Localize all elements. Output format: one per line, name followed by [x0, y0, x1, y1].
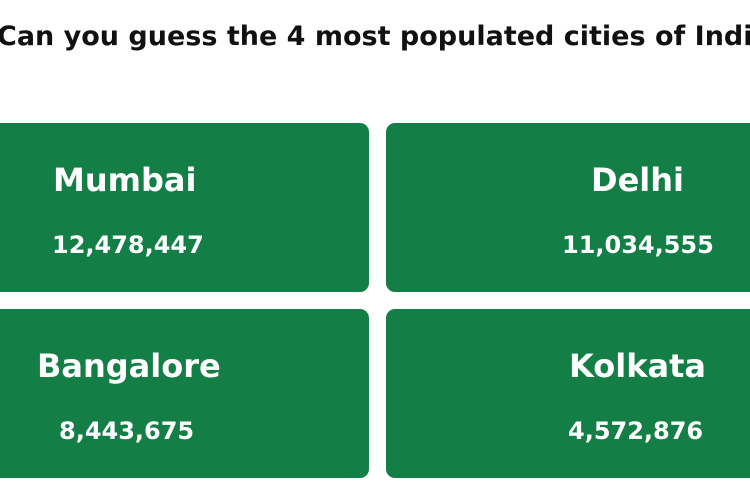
city-name: Delhi — [591, 161, 684, 199]
city-name: Bangalore — [37, 347, 221, 385]
city-card-delhi[interactable]: Delhi 11,034,555 — [386, 123, 750, 292]
question-heading: Can you guess the 4 most populated citie… — [0, 21, 750, 52]
city-card-kolkata[interactable]: Kolkata 4,572,876 — [386, 309, 750, 478]
city-card-bangalore[interactable]: Bangalore 8,443,675 — [0, 309, 369, 478]
city-population: 11,034,555 — [562, 231, 714, 259]
city-card-mumbai[interactable]: Mumbai 12,478,447 — [0, 123, 369, 292]
city-population: 12,478,447 — [52, 231, 204, 259]
city-population: 8,443,675 — [59, 417, 195, 445]
city-name: Mumbai — [53, 161, 197, 199]
city-population: 4,572,876 — [568, 417, 704, 445]
city-name: Kolkata — [569, 347, 706, 385]
